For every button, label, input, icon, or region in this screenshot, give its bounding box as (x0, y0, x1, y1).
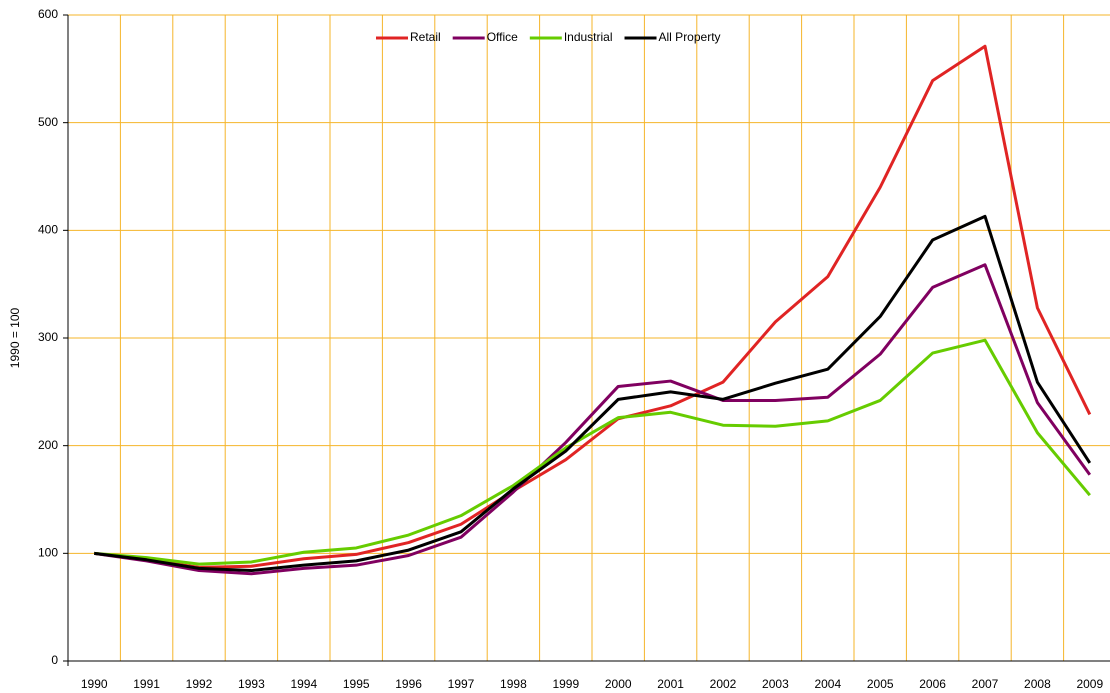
x-tick-label: 2003 (762, 677, 789, 691)
line-series (94, 338, 1091, 566)
x-tick-label: 2007 (972, 677, 999, 691)
x-tick-label: 1991 (133, 677, 160, 691)
x-tick-label: 1992 (186, 677, 213, 691)
legend-label: All Property (659, 30, 721, 44)
x-tick-label: 2002 (710, 677, 737, 691)
x-tick-label: 1999 (552, 677, 579, 691)
x-tick-label: 2008 (1024, 677, 1051, 691)
y-axis-label: 1990 = 100 (8, 307, 22, 368)
x-tick-label: 2000 (605, 677, 632, 691)
x-tick-label: 2009 (1076, 677, 1103, 691)
x-tick-label: 1996 (395, 677, 422, 691)
x-tick-label: 1994 (290, 677, 317, 691)
y-tick-label: 600 (38, 7, 58, 21)
x-tick-label: 1993 (238, 677, 265, 691)
y-tick-label: 500 (38, 115, 58, 129)
x-tick-label: 1998 (500, 677, 527, 691)
y-tick-label: 200 (38, 438, 58, 452)
x-tick-label: 2004 (814, 677, 841, 691)
line-series (93, 263, 1092, 576)
x-tick-label: 2001 (657, 677, 684, 691)
y-tick-label: 100 (38, 546, 58, 560)
x-tick-label: 2005 (867, 677, 894, 691)
y-tick-label: 0 (51, 653, 58, 667)
legend-label: Office (487, 30, 518, 44)
x-tick-label: 2006 (919, 677, 946, 691)
y-tick-label: 400 (38, 223, 58, 237)
x-tick-label: 1995 (343, 677, 370, 691)
y-tick-label: 300 (38, 330, 58, 344)
legend-label: Retail (410, 30, 441, 44)
line-series (94, 214, 1092, 573)
x-tick-label: 1997 (448, 677, 475, 691)
line-series (94, 44, 1092, 569)
legend-label: Industrial (564, 30, 613, 44)
x-tick-label: 1990 (81, 677, 108, 691)
